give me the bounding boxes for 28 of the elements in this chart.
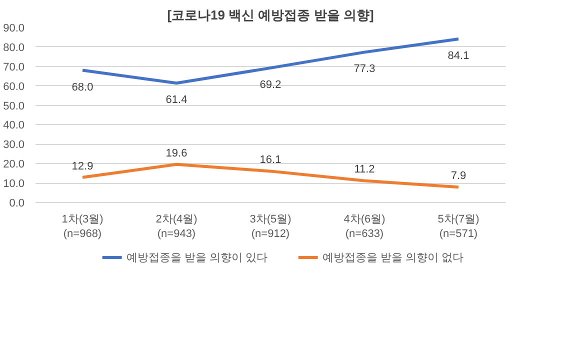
y-tick-label: 40.0 bbox=[3, 120, 25, 132]
x-tick-label: 4차(6월) (n=633) bbox=[344, 214, 386, 240]
y-tick-label: 20.0 bbox=[3, 158, 25, 171]
data-label: 84.1 bbox=[448, 50, 470, 62]
y-tick-label: 80.0 bbox=[3, 42, 25, 54]
y-tick-label: 30.0 bbox=[3, 139, 25, 152]
data-label: 77.3 bbox=[354, 63, 376, 76]
legend-label: 예방접종을 받을 의향이 있다 bbox=[126, 250, 268, 264]
data-label: 61.4 bbox=[166, 94, 188, 106]
legend-label: 예방접종을 받을 의향이 없다 bbox=[322, 250, 464, 264]
data-label: 69.2 bbox=[260, 78, 282, 91]
data-label: 19.6 bbox=[166, 147, 188, 160]
x-tick-label: 3차(5월) (n=912) bbox=[250, 214, 292, 240]
y-tick-label: 50.0 bbox=[3, 100, 25, 112]
y-tick-label: 70.0 bbox=[3, 61, 25, 74]
data-label: 11.2 bbox=[354, 164, 375, 176]
y-tick-label: 90.0 bbox=[3, 22, 25, 34]
data-label: 12.9 bbox=[72, 160, 94, 172]
y-tick-label: 0.0 bbox=[9, 198, 25, 210]
y-tick-label: 10.0 bbox=[3, 178, 25, 190]
x-tick-label: 1차(3월) (n=968) bbox=[62, 214, 104, 240]
data-label: 16.1 bbox=[260, 154, 282, 166]
data-label: 68.0 bbox=[72, 81, 94, 94]
y-tick-label: 60.0 bbox=[3, 80, 25, 93]
x-tick-label: 5차(7월) (n=571) bbox=[438, 214, 480, 240]
x-tick-label: 2차(4월) (n=943) bbox=[156, 214, 198, 240]
chart-title: [코로나19 백신 예방접종 받을 의향] bbox=[167, 8, 374, 22]
data-label: 7.9 bbox=[450, 170, 466, 182]
